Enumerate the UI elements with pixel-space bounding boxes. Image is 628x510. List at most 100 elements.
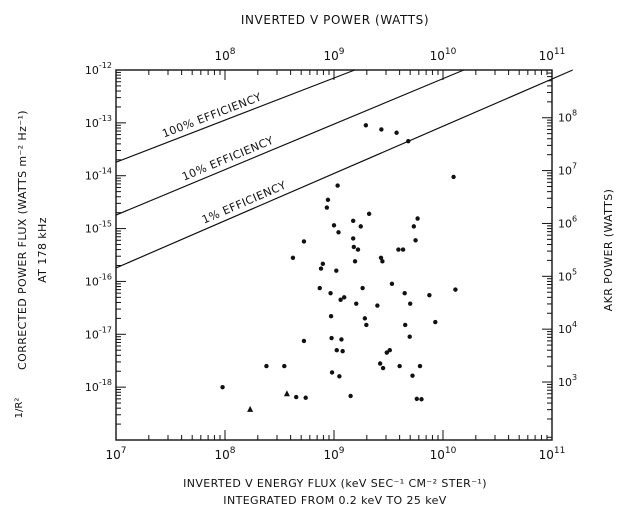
bottom-axis-sublabel: INTEGRATED FROM 0.2 keV TO 25 keV [223, 494, 446, 507]
data-point [282, 363, 287, 369]
x2-tick-label: 1011 [539, 47, 566, 63]
data-point [335, 183, 340, 188]
data-point [360, 285, 365, 291]
data-point [264, 363, 269, 369]
efficiency-line [115, 69, 464, 216]
data-point [415, 216, 420, 221]
y-tick-label-base: 10 [85, 64, 99, 77]
data-point [396, 247, 401, 252]
data-point [407, 334, 412, 339]
data-point [334, 347, 339, 353]
y-tick-label: 10-15 [85, 220, 112, 236]
data-points [220, 123, 458, 412]
x-tick-label: 1011 [539, 446, 566, 462]
right-axis-label: AKR POWER (WATTS) [602, 189, 615, 312]
data-point [325, 197, 331, 203]
x-tick-label-base: 10 [214, 448, 229, 462]
data-point [397, 363, 402, 369]
y2-tick-label: 103 [558, 373, 577, 389]
data-point [379, 127, 384, 132]
data-point [317, 285, 322, 291]
y-tick-label-base: 10 [85, 328, 99, 341]
data-point [407, 301, 413, 306]
y-tick-label-exp: -13 [99, 114, 112, 123]
data-point [366, 211, 372, 217]
y2-tick-label: 106 [558, 214, 577, 230]
x2-tick-label-exp: 9 [339, 47, 345, 57]
left-axis-sublabel: AT 178 kHz [36, 217, 49, 283]
x-tick-label-base: 10 [539, 448, 554, 462]
data-point [338, 297, 343, 302]
efficiency-line [115, 69, 573, 269]
x-tick-label-exp: 8 [230, 446, 236, 456]
x2-tick-label-base: 10 [430, 49, 445, 63]
y-tick-label-exp: -12 [99, 61, 112, 70]
data-point [351, 244, 357, 250]
data-point [378, 255, 384, 260]
y2-tick-label: 107 [558, 162, 577, 178]
data-point [220, 384, 225, 390]
data-point [375, 303, 380, 308]
data-point [413, 238, 418, 243]
efficiency-label: 100% EFFICIENCY [160, 90, 263, 140]
data-point [419, 397, 424, 402]
data-point [348, 393, 353, 399]
left-axis-prefix: 1/R² [14, 398, 25, 419]
y-tick-label-exp: -18 [99, 378, 112, 387]
data-point [453, 287, 458, 292]
y2-tick-label-exp: 3 [572, 373, 577, 382]
data-point [387, 347, 392, 353]
x-tick-label: 1010 [430, 446, 457, 462]
data-point [340, 348, 345, 354]
data-point [362, 316, 368, 321]
data-point [414, 396, 420, 402]
y-tick-label-base: 10 [85, 170, 99, 183]
data-point [364, 322, 369, 328]
y-tick-label: 10-17 [85, 325, 112, 341]
data-point [337, 374, 342, 379]
data-point [427, 292, 432, 298]
y-tick-label: 10-12 [85, 61, 112, 77]
data-point [417, 363, 423, 369]
triangle-point [283, 390, 290, 397]
x2-tick-label: 109 [323, 47, 344, 63]
y2-tick-label-base: 10 [558, 323, 572, 336]
data-point [301, 239, 307, 244]
data-point [389, 281, 395, 287]
y2-tick-label-base: 10 [558, 376, 572, 389]
y2-tick-label-exp: 7 [572, 162, 577, 171]
y2-tick-label-exp: 8 [572, 109, 577, 118]
data-point [328, 313, 334, 319]
x2-tick-label: 108 [214, 47, 235, 63]
data-point [403, 322, 408, 328]
x-tick-label-exp: 9 [339, 446, 345, 456]
data-point [341, 295, 347, 300]
x2-tick-label-base: 10 [323, 49, 338, 63]
efficiency-label: 10% EFFICIENCY [180, 134, 276, 184]
data-point [355, 247, 361, 252]
x-tick-label-exp: 10 [445, 446, 457, 456]
data-point [350, 236, 356, 241]
y-tick-label-base: 10 [85, 117, 99, 130]
x2-tick-label-exp: 11 [554, 47, 565, 57]
data-point [406, 138, 411, 144]
triangle-point [247, 405, 254, 412]
x-tick-label: 108 [214, 446, 235, 462]
data-point [318, 266, 324, 271]
efficiency-line [115, 69, 355, 163]
data-point [290, 255, 296, 260]
y-tick-label-exp: -15 [99, 220, 112, 229]
y-tick-label-base: 10 [85, 381, 99, 394]
x-tick-label: 107 [105, 446, 126, 462]
y-tick-label-exp: -17 [99, 325, 112, 334]
data-point [384, 350, 389, 355]
data-point [380, 259, 385, 264]
x-tick-label-exp: 11 [554, 446, 565, 456]
y2-tick-label-exp: 6 [572, 214, 577, 223]
data-point [394, 130, 399, 135]
left-axis-label: CORRECTED POWER FLUX (WATTS m⁻² Hz⁻¹) [16, 110, 29, 370]
y2-tick-label-base: 10 [558, 217, 572, 230]
x2-tick-label-base: 10 [539, 49, 554, 63]
